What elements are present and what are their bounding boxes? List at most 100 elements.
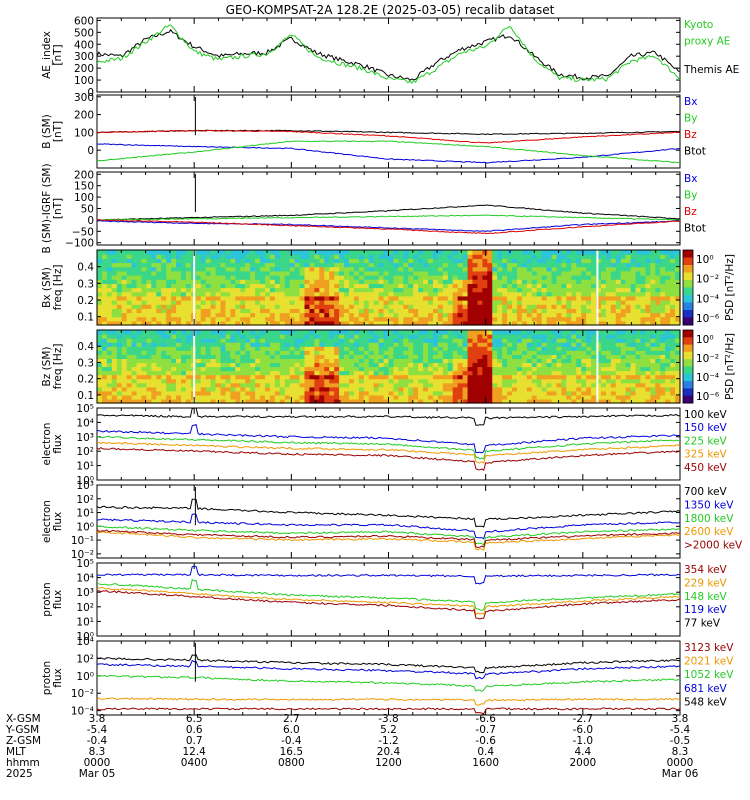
spectrogram-cell xyxy=(620,394,627,400)
spectrogram-cell xyxy=(670,283,676,289)
spectrogram-cell xyxy=(655,312,661,318)
spectrogram-cell xyxy=(339,266,345,272)
spectrogram-cell xyxy=(309,266,315,272)
spectrogram-cell xyxy=(255,374,261,380)
spectrogram-cell xyxy=(200,266,207,272)
spectrogram-cell xyxy=(630,382,637,388)
spectrogram-cell xyxy=(541,254,548,259)
spectrogram-cell xyxy=(279,291,286,297)
spectrogram-cell xyxy=(353,394,360,400)
spectrogram-cell xyxy=(176,390,182,396)
spectrogram-cell xyxy=(220,334,227,339)
spectrogram-cell xyxy=(195,374,202,380)
spectrogram-cell xyxy=(492,320,498,326)
spectrogram-cell xyxy=(675,378,681,384)
spectrogram-cell xyxy=(447,304,454,309)
spectrogram-cell xyxy=(121,370,128,376)
spectrogram-cell xyxy=(472,378,479,384)
spectrogram-cell xyxy=(442,258,449,264)
spectrogram-cell xyxy=(185,338,192,343)
spectrogram-cell xyxy=(195,291,202,297)
spectrogram-cell xyxy=(551,304,558,309)
spectrogram-cell xyxy=(373,254,380,259)
spectrogram-cell xyxy=(571,350,577,355)
spectrogram-cell xyxy=(452,390,459,396)
spectrogram-cell xyxy=(180,386,187,392)
spectrogram-cell xyxy=(314,300,320,305)
spectrogram-cell xyxy=(195,362,202,368)
spectrogram-cell xyxy=(146,262,152,268)
spectrogram-cell xyxy=(398,275,404,280)
spectrogram-cell xyxy=(116,279,123,284)
spectrogram-cell xyxy=(571,308,577,314)
spectrogram-cell xyxy=(106,279,113,284)
spectrogram-cell xyxy=(220,358,227,364)
spectrogram-cell xyxy=(551,386,558,392)
y-tick-label: 100 xyxy=(74,127,94,139)
spectrogram-cell xyxy=(566,295,572,301)
spectrogram-cell xyxy=(378,250,385,255)
spectrogram-cell xyxy=(116,350,123,355)
spectrogram-cell xyxy=(289,270,296,276)
spectrogram-cell xyxy=(660,350,666,355)
spectrogram-cell xyxy=(106,270,113,276)
spectrogram-cell xyxy=(230,254,236,259)
spectrogram-cell xyxy=(200,270,207,276)
spectrogram-cell xyxy=(398,338,404,343)
spectrogram-cell xyxy=(126,374,133,380)
spectrogram-cell xyxy=(655,279,661,284)
spectrogram-cell xyxy=(447,394,454,400)
spectrogram-cell xyxy=(452,250,459,255)
spectrogram-cell xyxy=(561,386,567,392)
spectrogram-cell xyxy=(319,300,325,305)
spectrogram-cell xyxy=(264,386,271,392)
spectrogram-cell xyxy=(635,390,642,396)
spectrogram-cell xyxy=(151,354,157,359)
spectrogram-cell xyxy=(279,250,286,255)
spectrogram-cell xyxy=(334,287,340,293)
spectrogram-cell xyxy=(507,378,513,384)
spectrogram-cell xyxy=(665,334,671,339)
spectrogram-cell xyxy=(334,370,340,376)
spectrogram-cell xyxy=(116,358,123,364)
spectrogram-cell xyxy=(156,366,162,372)
spectrogram-cell xyxy=(348,398,355,404)
spectrogram-cell xyxy=(516,250,523,255)
spectrogram-cell xyxy=(363,374,370,380)
spectrogram-cell xyxy=(180,398,187,404)
spectrogram-cell xyxy=(482,287,488,293)
spectrogram-cell xyxy=(502,358,508,364)
spectrogram-cell xyxy=(586,304,592,309)
spectrogram-cell xyxy=(329,338,335,343)
spectrogram-cell xyxy=(131,358,138,364)
spectrogram-cell xyxy=(383,295,390,301)
spectrogram-cell xyxy=(215,270,222,276)
spectrogram-cell xyxy=(348,346,355,351)
spectrogram-cell xyxy=(146,378,152,384)
spectrogram-cell xyxy=(264,304,271,309)
spectrogram-cell xyxy=(551,316,558,322)
spectrogram-cell xyxy=(97,304,103,309)
spectrogram-cell xyxy=(324,370,330,376)
spectrogram-cell xyxy=(452,300,459,305)
spectrogram-cell xyxy=(314,316,320,322)
spectrogram-cell xyxy=(368,394,375,400)
spectrogram-cell xyxy=(561,378,567,384)
spectrogram-cell xyxy=(97,291,103,297)
colorbar-segment xyxy=(683,373,693,382)
spectrogram-cell xyxy=(195,266,202,272)
spectrogram-cell xyxy=(442,250,449,255)
spectrogram-cell xyxy=(403,270,409,276)
spectrogram-cell xyxy=(507,394,513,400)
spectrogram-cell xyxy=(526,398,533,404)
spectrogram-cell xyxy=(645,316,651,322)
spectrogram-cell xyxy=(319,266,325,272)
spectrogram-cell xyxy=(620,270,627,276)
spectrogram-cell xyxy=(200,316,207,322)
spectrogram-cell xyxy=(418,366,424,372)
spectrogram-cell xyxy=(176,291,182,297)
spectrogram-cell xyxy=(383,262,390,268)
spectrogram-cell xyxy=(403,366,409,372)
spectrogram-cell xyxy=(348,291,355,297)
spectrogram-cell xyxy=(220,258,227,264)
